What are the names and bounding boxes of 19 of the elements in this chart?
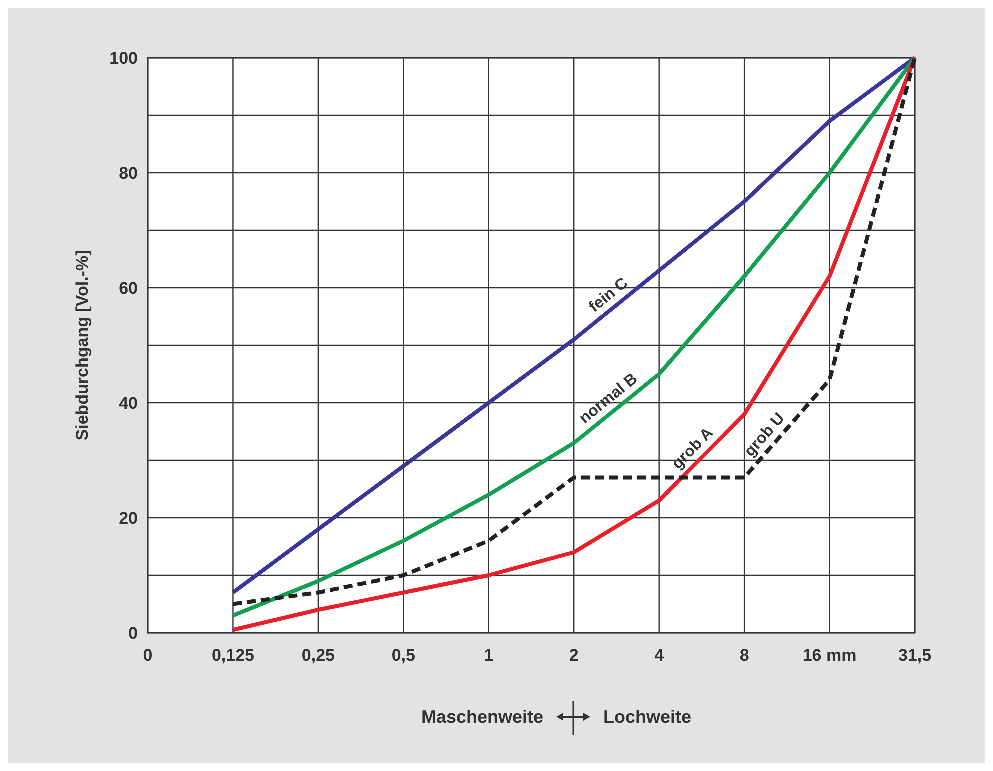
- x-tick-label: 0,5: [392, 646, 416, 665]
- y-tick-label: 40: [119, 394, 138, 413]
- y-axis-title: Siebdurchgang [Vol.-%]: [73, 250, 92, 441]
- x-tick-label: 0,125: [212, 646, 254, 665]
- y-tick-label: 100: [110, 48, 138, 68]
- x-tick-label: 16 mm: [802, 646, 857, 665]
- x-tick-label: 31,5: [898, 646, 932, 665]
- y-tick-label: 60: [119, 278, 138, 298]
- y-tick-label: 20: [119, 508, 138, 528]
- x-tick-label: 0,25: [302, 646, 335, 665]
- text: Maschenweite: [421, 707, 544, 727]
- x-tick-label: 4: [654, 646, 665, 665]
- y-tick-label: 0: [128, 624, 138, 643]
- y-tick-label: 80: [119, 164, 138, 183]
- x-tick-label: 0: [143, 646, 153, 665]
- text: Lochweite: [604, 707, 692, 727]
- x-tick-label: 8: [740, 646, 750, 665]
- x-tick-label: 1: [484, 646, 494, 665]
- x-tick-label: 2: [569, 646, 579, 665]
